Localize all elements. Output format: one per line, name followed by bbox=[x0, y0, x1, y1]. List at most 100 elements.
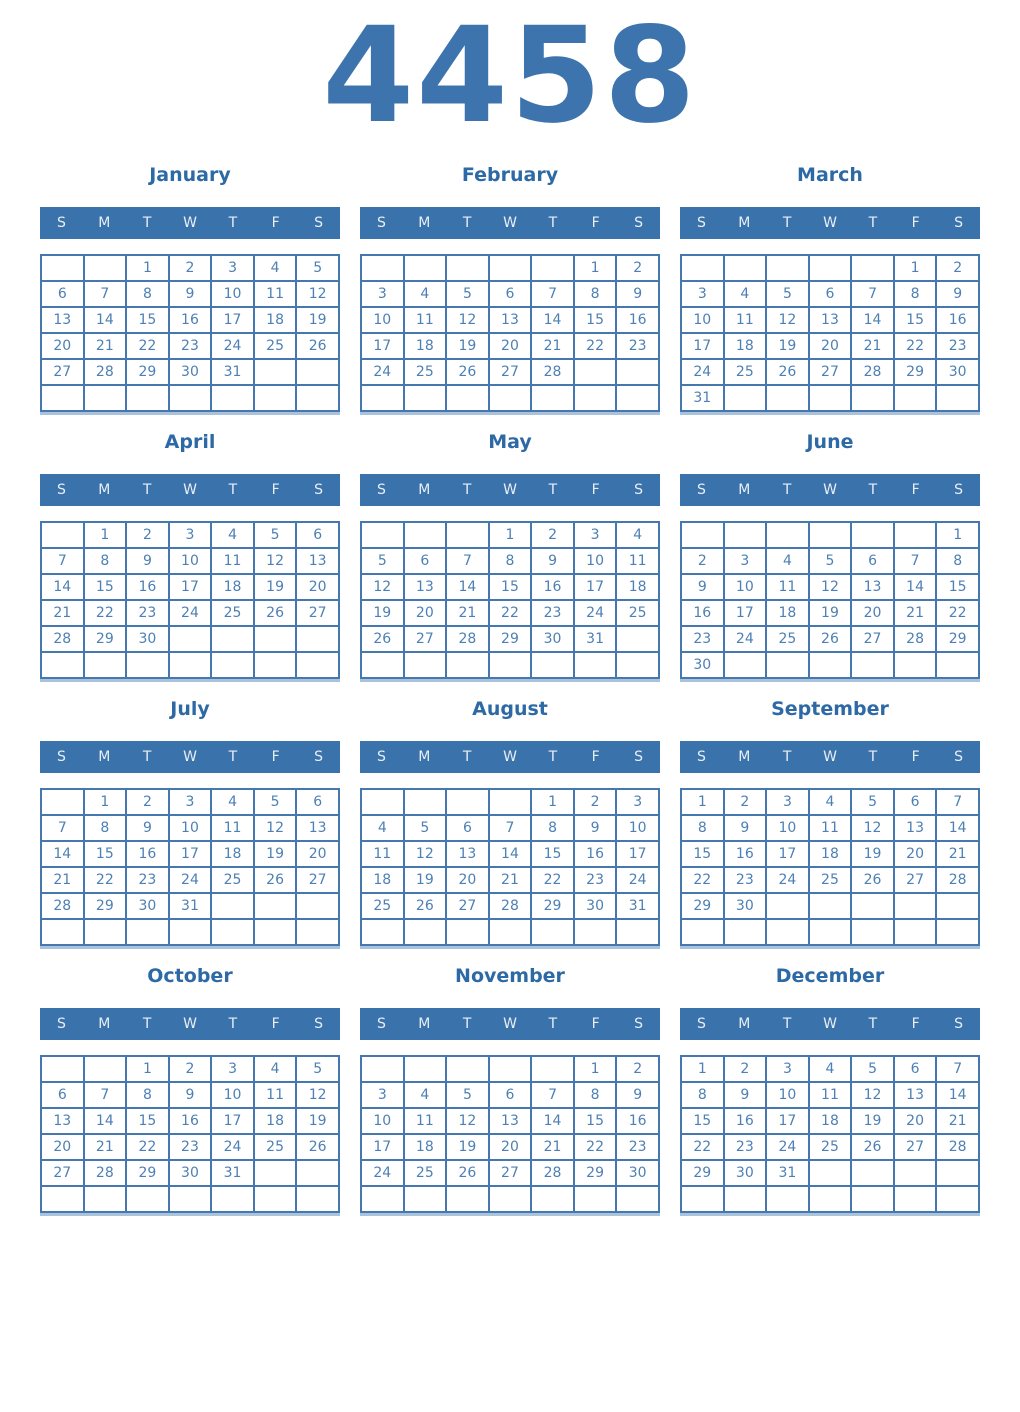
empty-day-cell bbox=[807, 1159, 853, 1187]
day-cell: 18 bbox=[615, 573, 660, 601]
day-cell: 1 bbox=[680, 788, 725, 816]
day-cell: 12 bbox=[252, 814, 298, 842]
day-cell: 28 bbox=[82, 1159, 128, 1187]
empty-day-cell bbox=[402, 651, 448, 679]
day-cell: 18 bbox=[765, 599, 810, 627]
day-cell: 25 bbox=[402, 1159, 448, 1187]
day-cell: 21 bbox=[935, 1107, 980, 1135]
empty-day-cell bbox=[850, 918, 895, 946]
day-cell: 17 bbox=[360, 1133, 405, 1161]
day-cell: 10 bbox=[765, 814, 810, 842]
day-cell: 5 bbox=[850, 1055, 895, 1083]
month-block-may: May S M T W T F S 1 2 3 4 5 6 7 8 9 10 11 12 13 14 15 16 17 18 19 2… bbox=[360, 431, 660, 679]
day-cell: 4 bbox=[765, 547, 810, 575]
calendar-week-row: 6 7 8 9 10 11 12 bbox=[40, 280, 340, 308]
day-cell: 15 bbox=[487, 573, 533, 601]
month-title: September bbox=[771, 698, 889, 720]
day-cell: 13 bbox=[892, 1081, 938, 1109]
day-cell: 19 bbox=[807, 599, 853, 627]
day-cell: 4 bbox=[402, 1081, 448, 1109]
empty-day-cell bbox=[892, 521, 938, 549]
day-cell: 12 bbox=[765, 306, 810, 334]
calendar-week-row bbox=[40, 651, 340, 679]
calendar-week-row: 24 25 26 27 28 bbox=[360, 358, 660, 386]
calendar-week-row: 14 15 16 17 18 19 20 bbox=[40, 573, 340, 601]
day-cell: 19 bbox=[295, 306, 340, 334]
day-cell: 2 bbox=[722, 1055, 768, 1083]
day-cell: 15 bbox=[572, 1107, 618, 1135]
calendar-week-row: 24 25 26 27 28 29 30 bbox=[680, 358, 980, 386]
empty-day-cell bbox=[615, 1185, 660, 1213]
day-cell: 6 bbox=[295, 521, 340, 549]
calendar-week-row: 20 21 22 23 24 25 26 bbox=[40, 332, 340, 360]
day-cell: 22 bbox=[680, 866, 725, 894]
empty-day-cell bbox=[167, 918, 213, 946]
calendar-week-row: 24 25 26 27 28 29 30 bbox=[360, 1159, 660, 1187]
weekday-header-cell: T bbox=[228, 215, 238, 231]
empty-day-cell bbox=[402, 1055, 448, 1083]
day-cell: 17 bbox=[210, 1107, 255, 1135]
day-cell: 9 bbox=[167, 280, 213, 308]
month-block-september: September S M T W T F S 1 2 3 4 5 6 7 8 9 10 11 12 13 14 15 16 1… bbox=[680, 698, 980, 946]
day-cell: 29 bbox=[82, 892, 128, 920]
day-cell: 19 bbox=[402, 866, 448, 894]
day-cell: 27 bbox=[295, 866, 340, 894]
day-cell: 7 bbox=[530, 1081, 575, 1109]
day-cell: 28 bbox=[445, 625, 490, 653]
calendar-grid: 1 2 3 4 5 6 7 8 9 10 11 12 13 14 15 16 17 18 19 20 21 22 23 24 2… bbox=[680, 521, 980, 679]
day-cell: 30 bbox=[125, 625, 170, 653]
day-cell: 26 bbox=[360, 625, 405, 653]
empty-day-cell bbox=[82, 651, 128, 679]
day-cell: 30 bbox=[722, 892, 768, 920]
empty-day-cell bbox=[892, 1185, 938, 1213]
day-cell: 14 bbox=[40, 573, 85, 601]
empty-day-cell bbox=[82, 384, 128, 412]
empty-day-cell bbox=[935, 1185, 980, 1213]
day-cell: 2 bbox=[572, 788, 618, 816]
day-cell: 14 bbox=[82, 306, 128, 334]
weekday-header-cell: W bbox=[183, 482, 197, 498]
weekday-header-cell: S bbox=[696, 215, 706, 231]
year-title: 4458 bbox=[322, 0, 698, 153]
weekday-header-cell: S bbox=[56, 482, 66, 498]
calendar-grid: 1 2 3 4 5 6 7 8 9 10 11 12 13 14 15 16 17 18 19 20 21 22 23 24 2… bbox=[40, 1055, 340, 1213]
day-cell: 9 bbox=[125, 814, 170, 842]
day-cell: 15 bbox=[680, 1107, 725, 1135]
day-cell: 25 bbox=[807, 866, 853, 894]
weekday-header-cell: T bbox=[228, 482, 238, 498]
month-title: November bbox=[455, 965, 565, 987]
day-cell: 23 bbox=[680, 625, 725, 653]
day-cell: 9 bbox=[722, 1081, 768, 1109]
day-cell: 17 bbox=[167, 573, 213, 601]
day-cell: 17 bbox=[765, 1107, 810, 1135]
empty-day-cell bbox=[850, 1185, 895, 1213]
day-cell: 29 bbox=[680, 1159, 725, 1187]
empty-day-cell bbox=[82, 254, 128, 282]
weekday-header-cell: W bbox=[503, 749, 517, 765]
day-cell: 26 bbox=[252, 866, 298, 894]
month-block-june: June S M T W T F S 1 2 3 4 5 6 7 8 9 10 11 12 13 14 15 16 17 18 19… bbox=[680, 431, 980, 679]
day-cell: 11 bbox=[252, 1081, 298, 1109]
day-cell: 13 bbox=[40, 1107, 85, 1135]
weekday-header-cell: F bbox=[591, 749, 600, 765]
empty-day-cell bbox=[295, 358, 340, 386]
day-cell: 1 bbox=[680, 1055, 725, 1083]
day-cell: 5 bbox=[765, 280, 810, 308]
day-cell: 17 bbox=[722, 599, 768, 627]
day-cell: 3 bbox=[210, 254, 255, 282]
day-cell: 26 bbox=[445, 358, 490, 386]
day-cell: 13 bbox=[295, 814, 340, 842]
calendar-week-row: 12 13 14 15 16 17 18 bbox=[360, 573, 660, 601]
day-cell: 11 bbox=[615, 547, 660, 575]
calendar-week-row: 27 28 29 30 31 bbox=[40, 358, 340, 386]
weekday-header-cell: S bbox=[56, 1016, 66, 1032]
weekday-header-cell: S bbox=[954, 482, 964, 498]
day-cell: 30 bbox=[935, 358, 980, 386]
weekday-header-cell: T bbox=[548, 1016, 558, 1032]
day-cell: 3 bbox=[722, 547, 768, 575]
day-cell: 23 bbox=[125, 866, 170, 894]
calendar-grid: 1 2 3 4 5 6 7 8 9 10 11 12 13 14 15 16 17 18 19 20 21 22 23 24 2… bbox=[680, 788, 980, 946]
day-cell: 2 bbox=[125, 521, 170, 549]
